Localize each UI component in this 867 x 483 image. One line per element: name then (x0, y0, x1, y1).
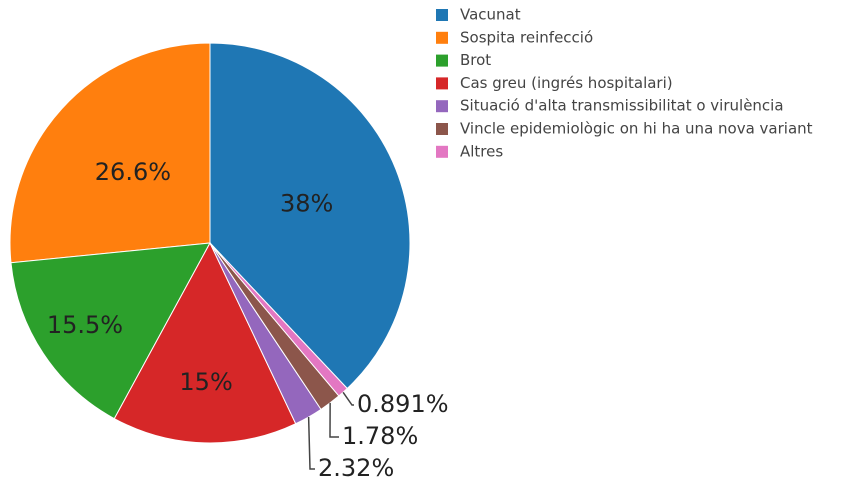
pie-slice (113, 241, 297, 444)
legend-label[interactable]: Vacunat (460, 6, 521, 24)
legend-swatch[interactable] (436, 145, 448, 158)
slice-label: 2.32% (318, 454, 394, 482)
legend-label[interactable]: Altres (460, 142, 503, 160)
legend-label[interactable]: Brot (460, 51, 491, 69)
leader-line (342, 391, 354, 406)
legend-label[interactable]: Situació d'alta transmissibilitat o viru… (460, 97, 784, 115)
legend-swatch[interactable] (436, 54, 448, 67)
pie-slice (209, 42, 411, 390)
slice-label: 0.891% (357, 390, 449, 418)
leader-line (329, 402, 339, 438)
legend-label[interactable]: Cas greu (ingrés hospitalari) (460, 74, 673, 92)
slice-label: 38% (280, 190, 333, 218)
legend-swatch[interactable] (436, 100, 448, 113)
slice-label: 15% (179, 368, 232, 396)
pie-slice (209, 242, 348, 397)
slice-label: 15.5% (47, 311, 123, 339)
pie-slice (10, 242, 211, 420)
legend-swatch[interactable] (436, 31, 448, 44)
legend-swatch[interactable] (436, 123, 448, 135)
legend-label[interactable]: Sospita reinfecció (460, 28, 593, 46)
legend-label[interactable]: Vincle epidemiològic on hi ha una nova v… (460, 120, 813, 138)
legend-swatch[interactable] (436, 9, 448, 21)
leader-line (307, 416, 315, 470)
slice-label: 26.6% (95, 158, 171, 186)
legend-swatch[interactable] (436, 77, 448, 90)
slice-label: 1.78% (342, 422, 418, 450)
pie-slice (9, 42, 211, 264)
